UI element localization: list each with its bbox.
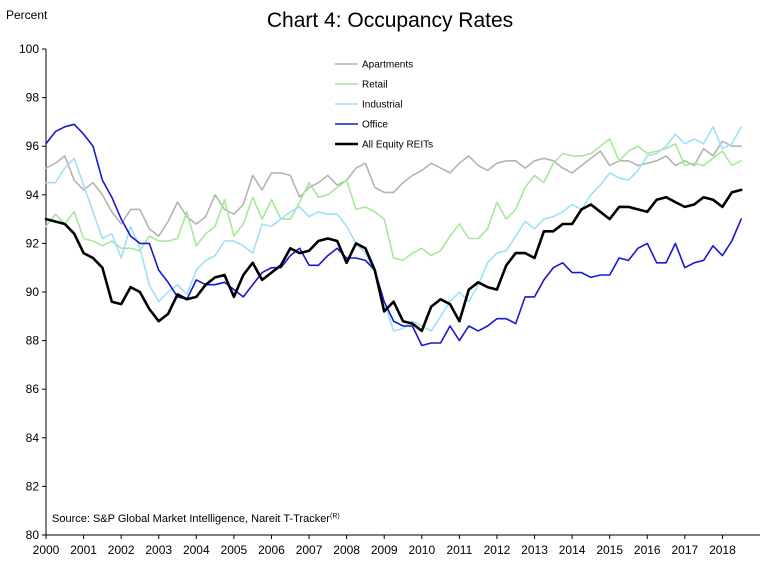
legend-label-all-equity-reits: All Equity REITs <box>362 140 433 151</box>
y-tick-label: 90 <box>26 285 40 299</box>
x-tick-labels: 2000 2001 2002 2003 2004 2005 2006 2007 2008 2009… <box>33 543 736 557</box>
chart-title: Chart 4: Occupancy Rates <box>267 9 513 32</box>
x-tick-label: 2006 <box>258 543 285 557</box>
x-tick-label: 2013 <box>521 543 548 557</box>
y-tick-label: 86 <box>26 382 40 396</box>
x-tick-label: 2017 <box>671 543 698 557</box>
x-tick-label: 2018 <box>709 543 736 557</box>
legend-label-office: Office <box>362 120 388 131</box>
y-tick-label: 82 <box>26 479 40 493</box>
x-tick-label: 2005 <box>221 543 248 557</box>
x-tick-label: 2002 <box>108 543 135 557</box>
legend-label-apartments: Apartments <box>362 60 413 71</box>
source-superscript: (R) <box>330 513 340 520</box>
series-lines <box>44 123 743 347</box>
x-tick-label: 2016 <box>634 543 661 557</box>
y-tick-label: 96 <box>26 139 40 153</box>
legend: Apartments Retail Industrial Office All Equi… <box>335 60 433 151</box>
source-text: Source: S&P Global Market Intelligence, … <box>52 513 330 525</box>
x-tick-label: 2000 <box>33 543 60 557</box>
series-line-retail <box>45 138 743 262</box>
x-tick-label: 2001 <box>70 543 97 557</box>
x-tick-label: 2015 <box>596 543 623 557</box>
x-tick-label: 2007 <box>296 543 323 557</box>
series-line-apartments <box>45 140 743 237</box>
y-tick-label: 84 <box>26 431 40 445</box>
series-line-industrial <box>45 126 743 332</box>
legend-label-retail: Retail <box>362 80 388 91</box>
x-tick-label: 2008 <box>333 543 360 557</box>
x-tick-label: 2010 <box>408 543 435 557</box>
x-tick-label: 2004 <box>183 543 210 557</box>
x-tick-label: 2012 <box>484 543 511 557</box>
legend-label-industrial: Industrial <box>362 100 403 111</box>
series-line-all-equity-reits <box>44 188 743 333</box>
y-tick-label: 94 <box>26 188 40 202</box>
x-tick-label: 2011 <box>446 543 472 557</box>
x-tick-label: 2009 <box>371 543 398 557</box>
source-note: Source: S&P Global Market Intelligence, … <box>52 513 340 525</box>
y-axis-label: Percent <box>6 8 48 22</box>
x-tick-label: 2014 <box>559 543 586 557</box>
y-tick-label: 98 <box>26 91 40 105</box>
y-tick-labels: 80 82 84 86 88 90 92 94 96 98 100 <box>19 42 39 542</box>
y-tick-label: 88 <box>26 334 40 348</box>
axes <box>42 48 760 539</box>
x-tick-label: 2003 <box>145 543 172 557</box>
series-line-office <box>45 123 743 347</box>
y-tick-label: 100 <box>19 42 39 56</box>
y-tick-label: 92 <box>26 236 40 250</box>
y-tick-label: 80 <box>26 528 40 542</box>
